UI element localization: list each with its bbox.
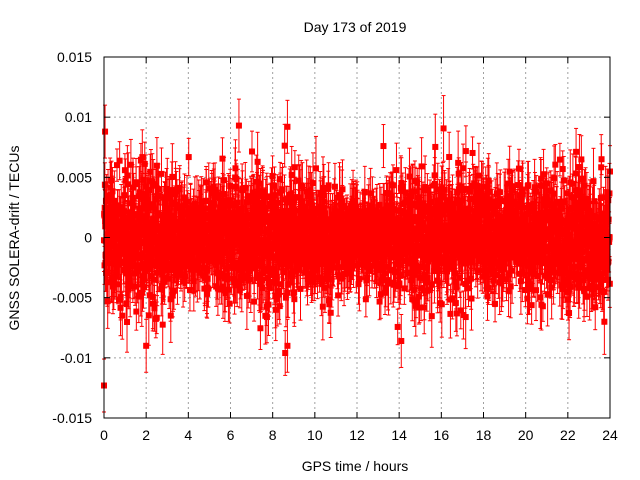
chart: 0 2 4 6 8 10 12 14 16 18 20 22 24 -0.015-0.01-0.0050… [0,0,640,480]
